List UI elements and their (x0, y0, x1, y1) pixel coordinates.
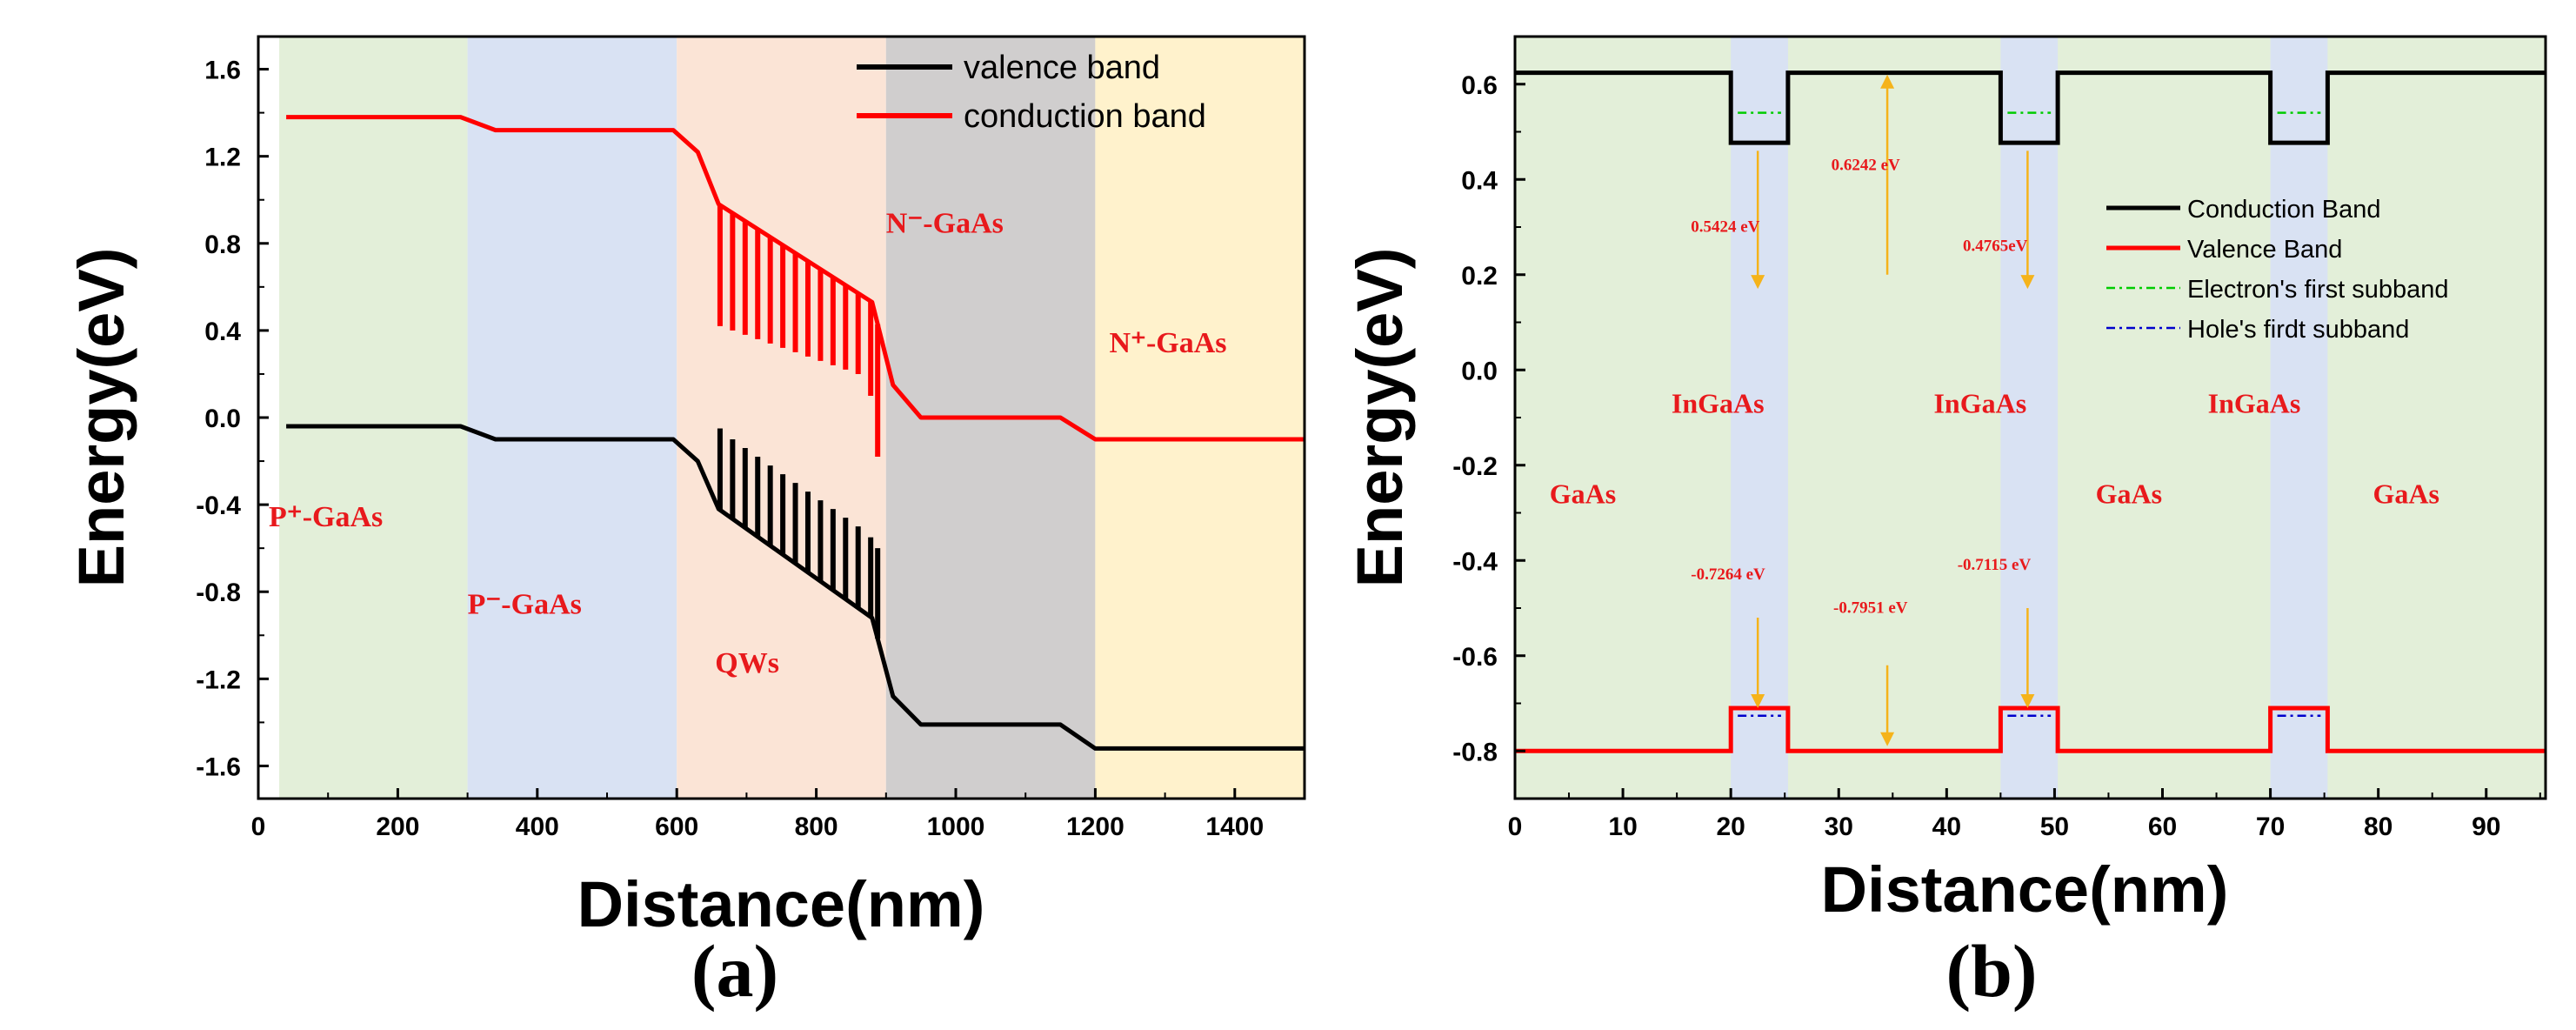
energy-annotation: 0.5424 eV (1691, 217, 1759, 236)
region-label-p-gaas: P⁻-GaAs (468, 588, 582, 620)
region-label-gaas: GaAs (2372, 478, 2439, 510)
panel-a-caption: (a) (691, 929, 778, 1013)
panel-a-series (286, 115, 1305, 751)
panel-a-axes: 0 200 400 600 800 1000 1200 1400 1.6 1.2 0.8 0.4 0.0… (196, 57, 1305, 841)
y-tick-label: 0.0 (204, 405, 241, 433)
ingaas-well-band (2000, 37, 2059, 799)
region-n-gaas-band (1095, 37, 1305, 799)
x-tick-label: 600 (655, 813, 698, 841)
legend-label-conduction-band: Conduction Band (2187, 196, 2381, 224)
y-tick-label: 0.6 (1461, 71, 1498, 100)
panel-b-axes: 0 10 20 30 40 50 60 70 80 90 0.6 0.4 0.2 0.0 -0.2 -0.4 -… (1452, 71, 2541, 841)
y-tick-label: -0.8 (196, 579, 241, 607)
panel-b-region-labels: GaAs InGaAs InGaAs GaAs InGaAs GaAs (1550, 388, 2439, 510)
panel-a-x-axis-label: Distance(nm) (577, 868, 985, 940)
panel-b-legend: Conduction Band Valence Band Electron's fi… (2106, 196, 2449, 344)
conduction-band-line (286, 115, 1305, 442)
energy-annotation: 0.6242 eV (1832, 156, 1900, 174)
x-tick-label: 40 (1932, 813, 1961, 841)
annotation-arrow-head (1880, 74, 1895, 89)
x-tick-label: 0 (1508, 813, 1523, 841)
y-tick-label: -1.2 (196, 665, 241, 694)
legend-label-conduction-band: conduction band (964, 98, 1206, 135)
annotation-arrow-head (2020, 693, 2035, 708)
annotation-arrow-head (2020, 275, 2035, 290)
ingaas-well-band (2270, 37, 2328, 799)
y-tick-label: -0.4 (1452, 547, 1498, 576)
region-p-gaas-band (467, 37, 677, 799)
y-tick-label: 0.4 (204, 318, 241, 346)
x-tick-label: 10 (1608, 813, 1637, 841)
legend-label-valence-band: Valence Band (2187, 236, 2342, 264)
panel-b-chart: 0 10 20 30 40 50 60 70 80 90 0.6 0.4 0.2 0.0 -0.2 -0.4 -… (1344, 35, 2547, 1013)
x-tick-label: 20 (1716, 813, 1745, 841)
region-label-ingaas: InGaAs (1933, 388, 2026, 419)
region-label-ingaas: InGaAs (2208, 388, 2301, 419)
annotation-arrow-head (1751, 275, 1765, 290)
panel-b-regions (1515, 37, 2546, 799)
legend-label-electron-s-first-subband: Electron's first subband (2187, 276, 2449, 304)
annotation-arrow-head (1751, 693, 1765, 708)
x-tick-label: 50 (2040, 813, 2069, 841)
valence-band-line (286, 424, 1305, 751)
x-tick-label: 60 (2148, 813, 2177, 841)
x-tick-label: 400 (516, 813, 559, 841)
region-qws-band (677, 37, 886, 799)
legend-label-valence-band: valence band (964, 50, 1160, 86)
panel-b-series (1515, 70, 2546, 753)
y-tick-label: 1.2 (204, 144, 241, 172)
region-label-n-gaas: N⁺-GaAs (1109, 327, 1226, 359)
conduction-band-line (1515, 70, 2546, 145)
x-tick-label: 1200 (1066, 813, 1124, 841)
region-label-gaas: GaAs (1550, 478, 1616, 510)
panel-a-legend: valence band conduction band (857, 50, 1206, 135)
region-label-n-gaas: N⁻-GaAs (886, 207, 1004, 239)
y-tick-label: 0.2 (1461, 262, 1498, 291)
panel-a-y-axis-label: Energy(eV) (65, 248, 137, 588)
x-tick-label: 1000 (927, 813, 985, 841)
panel-b-caption: (b) (1945, 929, 2037, 1013)
legend-label-hole-s-firdt-subband: Hole's firdt subband (2187, 316, 2409, 344)
valence-band-line (1515, 706, 2546, 753)
ingaas-well-band (1731, 37, 1788, 799)
y-tick-label: 1.6 (204, 57, 241, 85)
panel-b-energy-annotations: 0.5424 eV 0.6242 eV 0.4765eV -0.7264 eV -0.7… (1691, 156, 2031, 617)
x-tick-label: 30 (1825, 813, 1853, 841)
y-tick-label: -0.4 (196, 492, 241, 520)
x-tick-label: 90 (2472, 813, 2500, 841)
energy-annotation: -0.7264 eV (1691, 565, 1765, 584)
panel-a-regions (279, 37, 1305, 799)
panel-b-x-axis-label: Distance(nm) (1821, 853, 2229, 926)
panel-a-chart: 0 200 400 600 800 1000 1200 1400 1.6 1.2 0.8 0.4 0.0… (65, 35, 1306, 1013)
region-label-qws: QWs (715, 647, 779, 679)
annotation-arrow-head (1880, 732, 1895, 746)
x-tick-label: 800 (795, 813, 838, 841)
x-tick-label: 80 (2364, 813, 2392, 841)
x-tick-label: 1400 (1205, 813, 1264, 841)
region-label-gaas: GaAs (2096, 478, 2162, 510)
region-p-gaas-band (279, 37, 468, 799)
panel-b-y-axis-label: Energy(eV) (1344, 248, 1416, 588)
x-tick-label: 70 (2256, 813, 2285, 841)
y-tick-label: -0.8 (1452, 738, 1498, 766)
energy-annotation: 0.4765eV (1963, 237, 2028, 255)
energy-annotation: -0.7115 eV (1958, 556, 2032, 574)
y-tick-label: -0.6 (1452, 643, 1498, 672)
y-tick-label: 0.8 (204, 231, 241, 259)
y-tick-label: -1.6 (196, 752, 241, 781)
x-tick-label: 200 (376, 813, 419, 841)
region-label-ingaas: InGaAs (1672, 388, 1765, 419)
y-tick-label: 0.0 (1461, 357, 1498, 385)
panel-b-annotation-arrows (1751, 74, 2035, 746)
y-tick-label: -0.2 (1452, 452, 1498, 481)
y-tick-label: 0.4 (1461, 166, 1498, 195)
energy-annotation: -0.7951 eV (1833, 599, 1908, 617)
panel-a-quantum-well-spikes (717, 204, 881, 639)
x-tick-label: 0 (251, 813, 266, 841)
region-label-p-gaas: P⁺-GaAs (269, 501, 383, 533)
panel-a-region-labels: P⁺-GaAs P⁻-GaAs QWs N⁻-GaAs N⁺-GaAs (269, 207, 1226, 679)
